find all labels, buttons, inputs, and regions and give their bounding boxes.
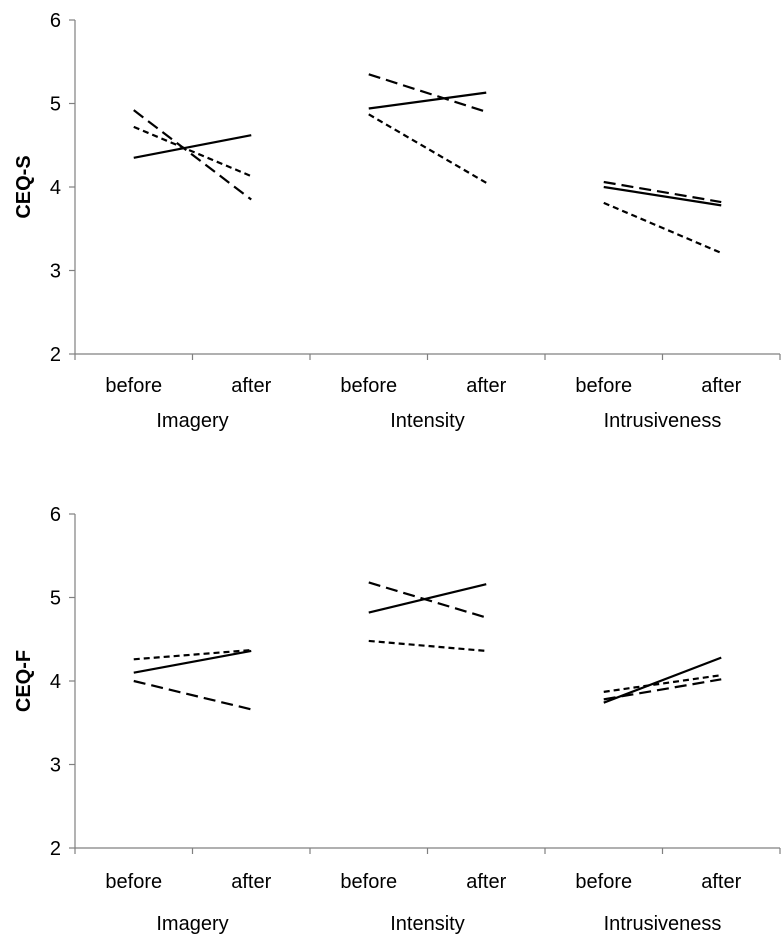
- chart1-y-axis-label: CEQ-S: [13, 155, 35, 218]
- chart1-x-tick-label-before-intensity: before: [340, 375, 397, 397]
- chart2-series-solid-intensity: [368, 583, 487, 614]
- chart2-y-tick-label-2: 2: [50, 838, 61, 860]
- chart1-series-solid-intrusiveness: [603, 185, 722, 207]
- chart2-series-long-dash-imagery: [133, 679, 252, 711]
- chart2-y-tick-label-5: 5: [50, 588, 61, 610]
- chart2-series-short-dash-intensity: [368, 639, 487, 653]
- chart2-x-tick-label-after-intrusiveness: after: [701, 871, 741, 893]
- chart2-x-tick-label-before-intensity: before: [340, 871, 397, 893]
- chart2-series-long-dash-intrusiveness: [603, 678, 722, 701]
- chart1-y-tick-label-3: 3: [50, 261, 61, 283]
- chart2-y-tick-label-4: 4: [50, 671, 61, 693]
- chart2-x-tick-label-before-intrusiveness: before: [575, 871, 632, 893]
- chart1-series-short-dash-intensity: [368, 113, 487, 184]
- chart1-series-short-dash-intrusiveness: [603, 201, 722, 254]
- chart2-group-label-intrusiveness: Intrusiveness: [604, 913, 722, 935]
- chart1-y-tick-label-4: 4: [50, 177, 61, 199]
- chart1-series-short-dash-imagery: [133, 125, 252, 178]
- chart2-series-solid-imagery: [133, 649, 252, 674]
- chart2-y-axis-label: CEQ-F: [13, 650, 35, 712]
- chart1-x-tick-label-before-imagery: before: [105, 375, 162, 397]
- chart2-series-solid-intrusiveness: [603, 656, 722, 704]
- chart1-x-tick-label-after-intensity: after: [466, 375, 506, 397]
- chart1-series-long-dash-intensity: [368, 73, 487, 113]
- chart1-series-solid-intensity: [368, 91, 487, 110]
- chart1-series-long-dash-intrusiveness: [603, 180, 722, 204]
- chart1-group-label-intensity: Intensity: [390, 410, 464, 432]
- chart2-y-tick-label-3: 3: [50, 755, 61, 777]
- chart1-series-solid-imagery: [133, 134, 252, 159]
- chart1-group-label-intrusiveness: Intrusiveness: [604, 410, 722, 432]
- chart2-group-label-imagery: Imagery: [156, 913, 228, 935]
- chart2-series-long-dash-intensity: [368, 581, 487, 619]
- chart1-group-label-imagery: Imagery: [156, 410, 228, 432]
- chart2-x-tick-label-before-imagery: before: [105, 871, 162, 893]
- chart1-x-tick-label-after-imagery: after: [231, 375, 271, 397]
- chart1-series-long-dash-imagery: [133, 109, 252, 201]
- chart1-y-tick-label-5: 5: [50, 94, 61, 116]
- chart1-y-tick-label-6: 6: [50, 10, 61, 32]
- chart2-x-tick-label-after-intensity: after: [466, 871, 506, 893]
- chart1-x-tick-label-after-intrusiveness: after: [701, 375, 741, 397]
- chart2-x-tick-label-after-imagery: after: [231, 871, 271, 893]
- chart1-x-tick-label-before-intrusiveness: before: [575, 375, 632, 397]
- chart2-y-tick-label-6: 6: [50, 504, 61, 526]
- chart1-y-tick-label-2: 2: [50, 344, 61, 366]
- chart2-group-label-intensity: Intensity: [390, 913, 464, 935]
